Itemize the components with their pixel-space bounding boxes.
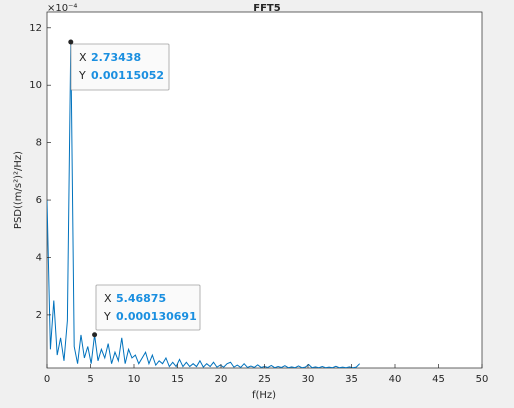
x-tick-label: 50 [476,374,489,385]
chart-title: FFT5 [253,3,280,14]
x-tick-label: 35 [345,374,358,385]
data-tip-point [68,39,74,45]
x-tick-label: 20 [215,374,228,385]
tip-value: 5.46875 [116,292,166,305]
tip-label: Y [103,310,111,323]
tip-label: X [79,51,87,64]
y-tick-label: 2 [36,310,42,321]
x-tick-label: 10 [128,374,141,385]
y-tick-label: 4 [36,252,42,263]
y-exponent: ×10⁻⁴ [47,3,77,14]
x-tick-label: 45 [432,374,445,385]
y-axis-label: PSD((m/s²)²/Hz) [13,151,24,229]
y-tick-label: 12 [29,23,42,34]
x-tick-label: 5 [87,374,93,385]
x-tick-label: 0 [44,374,50,385]
series-line [47,41,361,368]
data-tip-point [92,332,98,338]
x-axis-label: f(Hz) [252,390,276,401]
x-tick-label: 40 [389,374,402,385]
y-tick-label: 8 [36,138,42,149]
tip-value: 2.73438 [91,51,141,64]
y-tick-label: 10 [29,80,42,91]
x-tick-label: 15 [171,374,184,385]
data-tip-box [95,284,201,331]
x-tick-label: 30 [302,374,315,385]
tip-value: 0.000130691 [116,310,197,323]
tip-label: X [104,292,112,305]
tip-label: Y [78,69,86,82]
data-tip-box [70,43,170,91]
tip-value: 0.00115052 [91,69,164,82]
y-tick-label: 6 [36,195,42,206]
data-tip: X 2.73438 Y 0.00115052 [68,39,170,91]
x-tick-label: 25 [258,374,271,385]
data-tip: X 5.46875 Y 0.000130691 [92,284,201,338]
